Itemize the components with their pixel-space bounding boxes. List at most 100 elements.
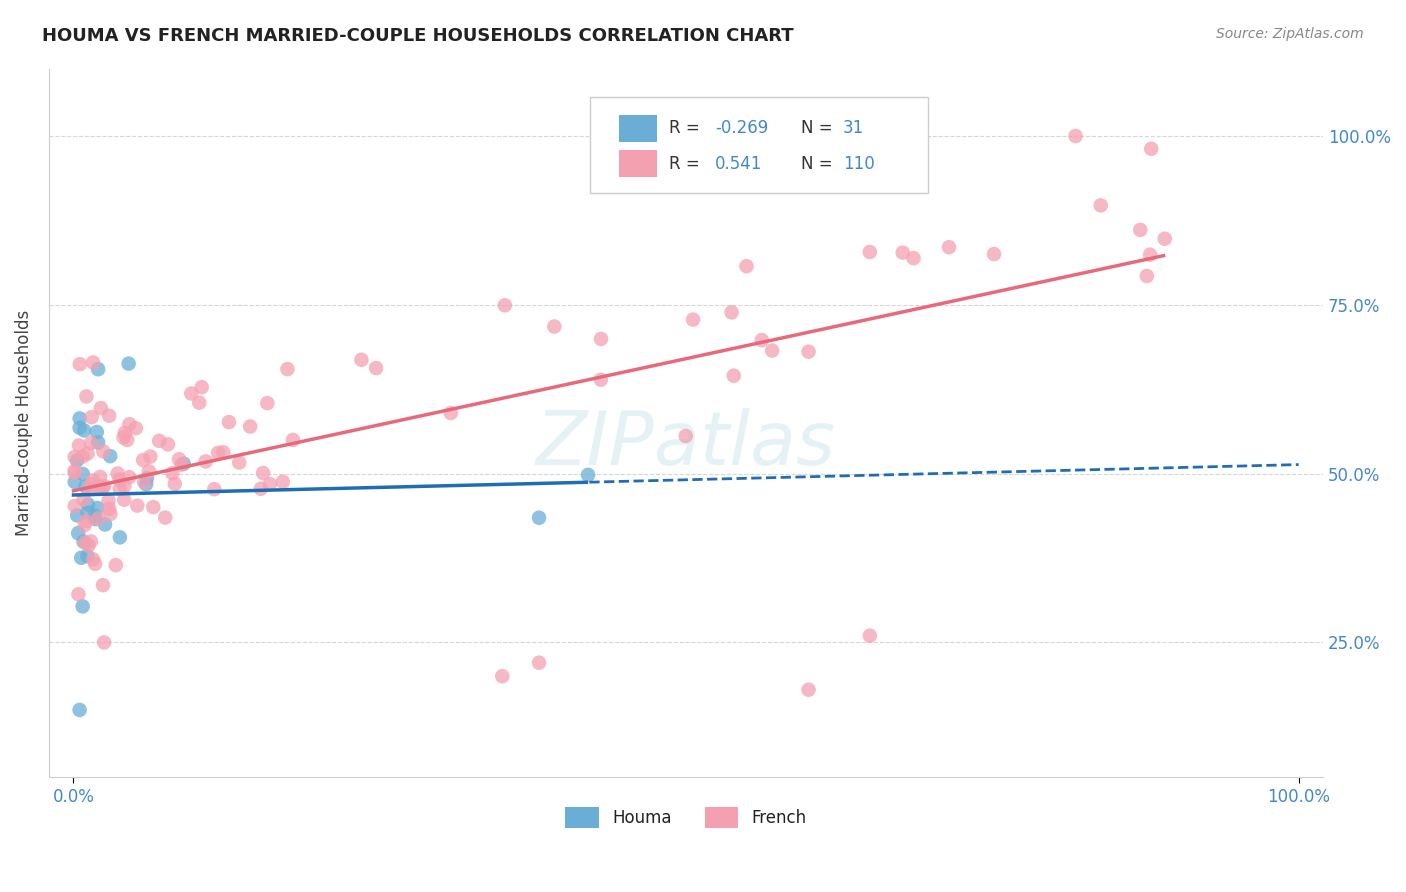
- Point: [276, 362, 298, 376]
- Point: [761, 343, 783, 358]
- Point: [218, 415, 240, 429]
- Point: [132, 453, 155, 467]
- Text: N =: N =: [801, 119, 838, 137]
- Point: [67, 526, 90, 541]
- Text: N =: N =: [801, 154, 838, 172]
- Point: [72, 599, 94, 614]
- Point: [75, 389, 97, 403]
- Point: [83, 508, 105, 523]
- Point: [98, 449, 121, 463]
- Point: [67, 587, 90, 601]
- Point: [491, 669, 513, 683]
- Point: [84, 557, 107, 571]
- Point: [682, 312, 704, 326]
- Point: [94, 517, 117, 532]
- Point: [112, 430, 135, 444]
- Point: [903, 251, 925, 265]
- Text: HOUMA VS FRENCH MARRIED-COUPLE HOUSEHOLDS CORRELATION CHART: HOUMA VS FRENCH MARRIED-COUPLE HOUSEHOLD…: [42, 27, 794, 45]
- Point: [98, 409, 121, 423]
- Point: [80, 410, 103, 425]
- Point: [73, 423, 96, 437]
- Point: [207, 446, 229, 460]
- Point: [135, 477, 157, 491]
- Point: [142, 500, 165, 514]
- Point: [72, 534, 94, 549]
- Point: [127, 499, 149, 513]
- Point: [173, 457, 195, 471]
- Point: [1129, 223, 1152, 237]
- Point: [93, 635, 115, 649]
- Point: [82, 474, 104, 488]
- Point: [139, 450, 162, 464]
- Point: [364, 361, 387, 376]
- Point: [167, 452, 190, 467]
- Point: [72, 467, 94, 481]
- Point: [859, 629, 882, 643]
- Point: [983, 247, 1005, 261]
- Point: [1153, 232, 1175, 246]
- Point: [80, 477, 103, 491]
- Point: [180, 386, 202, 401]
- Point: [91, 481, 114, 495]
- Point: [107, 467, 129, 481]
- Y-axis label: Married-couple Households: Married-couple Households: [15, 310, 32, 536]
- Point: [67, 438, 90, 452]
- Point: [90, 401, 112, 415]
- Point: [114, 425, 136, 440]
- Point: [66, 453, 89, 467]
- Point: [87, 435, 110, 450]
- Point: [63, 464, 86, 478]
- Point: [98, 507, 121, 521]
- Point: [190, 380, 212, 394]
- Point: [117, 357, 139, 371]
- Point: [675, 429, 697, 443]
- Text: 0.541: 0.541: [716, 154, 762, 172]
- Point: [112, 492, 135, 507]
- Point: [589, 373, 612, 387]
- Point: [440, 406, 463, 420]
- FancyBboxPatch shape: [619, 150, 657, 177]
- Point: [75, 479, 97, 493]
- Point: [63, 475, 86, 489]
- Point: [1139, 248, 1161, 262]
- Point: [69, 703, 91, 717]
- Point: [63, 450, 86, 464]
- Point: [108, 482, 131, 496]
- Point: [115, 433, 138, 447]
- Point: [87, 362, 110, 376]
- Point: [63, 466, 86, 480]
- Point: [163, 476, 186, 491]
- Point: [69, 411, 91, 425]
- FancyBboxPatch shape: [619, 114, 657, 142]
- Point: [1140, 142, 1163, 156]
- Point: [76, 549, 98, 563]
- Point: [228, 456, 250, 470]
- Point: [82, 552, 104, 566]
- Point: [76, 506, 98, 520]
- Point: [73, 492, 96, 507]
- Point: [735, 259, 758, 273]
- Point: [77, 498, 100, 512]
- Text: Source: ZipAtlas.com: Source: ZipAtlas.com: [1216, 27, 1364, 41]
- Point: [188, 395, 211, 409]
- Point: [281, 433, 304, 447]
- Point: [118, 470, 141, 484]
- Point: [1064, 129, 1087, 144]
- Point: [108, 473, 131, 487]
- Point: [148, 434, 170, 448]
- Point: [84, 512, 107, 526]
- Point: [1090, 198, 1112, 212]
- Point: [70, 550, 93, 565]
- Point: [134, 475, 156, 490]
- Point: [938, 240, 960, 254]
- Point: [98, 501, 121, 516]
- Point: [97, 493, 120, 508]
- Point: [89, 480, 111, 494]
- Point: [250, 482, 273, 496]
- Point: [118, 417, 141, 432]
- Point: [212, 445, 235, 459]
- Point: [153, 510, 176, 524]
- Point: [543, 319, 565, 334]
- Point: [271, 475, 294, 489]
- Point: [93, 479, 115, 493]
